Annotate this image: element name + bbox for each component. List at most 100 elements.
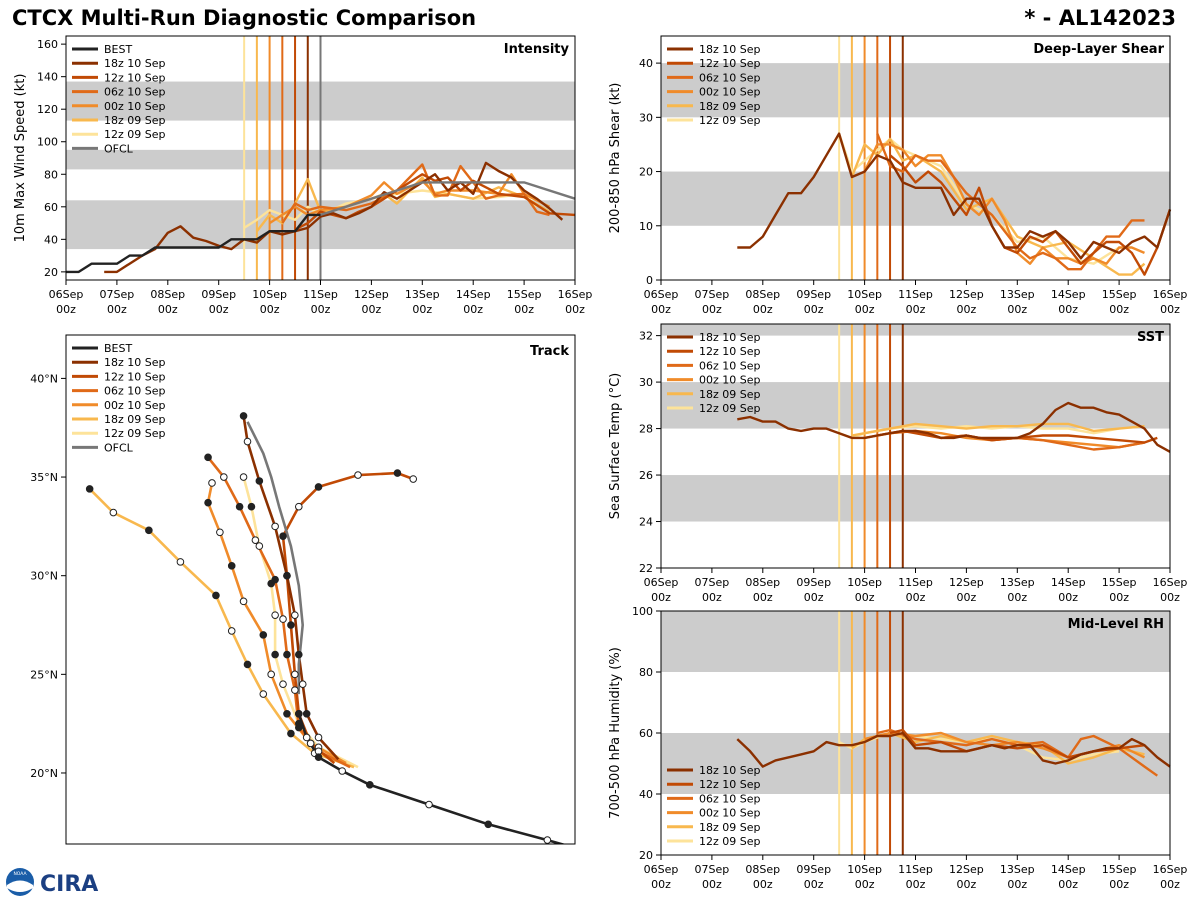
- track-point-00z-10-sep: [208, 479, 216, 487]
- x-tick-label-date: 08Sep: [745, 863, 780, 876]
- y-tick-label: 32: [639, 330, 653, 343]
- x-tick-label-hour: 00z: [1109, 878, 1129, 891]
- x-tick-label-hour: 00z: [1007, 878, 1027, 891]
- track-point-06z-10-sep: [220, 473, 228, 481]
- legend-label-00z-10-sep: 00z 10 Sep: [699, 807, 761, 820]
- x-tick-label-date: 08Sep: [150, 288, 185, 301]
- legend-label-best: BEST: [104, 342, 132, 355]
- x-tick-label-hour: 00z: [158, 303, 178, 316]
- x-tick-label-date: 11Sep: [303, 288, 338, 301]
- series-18z-10-sep: [737, 401, 1171, 453]
- legend-label-18z-09-sep: 18z 09 Sep: [104, 114, 166, 127]
- legend-label-18z-09-sep: 18z 09 Sep: [699, 388, 761, 401]
- track-point-06z-10-sep: [279, 615, 287, 623]
- x-tick-label-date: 11Sep: [898, 576, 933, 589]
- x-tick-label-hour: 00z: [957, 303, 977, 316]
- legend-label-12z-09-sep: 12z 09 Sep: [104, 128, 166, 141]
- rh-panel: 20 40 60 80 100 06Sep 00z 07Sep 00z 08Sep 00z 09Sep…: [608, 605, 1187, 891]
- y-axis-label: Sea Surface Temp (°C): [608, 373, 623, 520]
- x-tick-label-hour: 00z: [702, 591, 722, 604]
- x-tick-label-date: 15Sep: [1102, 863, 1137, 876]
- y-tick-label: 40: [639, 57, 653, 70]
- shaded-band-1: [661, 63, 1170, 118]
- x-tick-label-date: 09Sep: [796, 863, 831, 876]
- lat-tick-label: 25°N: [30, 668, 58, 681]
- x-tick-label-date: 08Sep: [745, 288, 780, 301]
- y-tick-label: 120: [37, 103, 58, 116]
- x-tick-label-date: 13Sep: [1000, 863, 1035, 876]
- shaded-band-2: [661, 324, 1170, 336]
- panel-title: Mid-Level RH: [1068, 617, 1164, 632]
- x-tick-label-date: 10Sep: [847, 863, 882, 876]
- track-point-18z-09-sep: [227, 627, 236, 635]
- track-point-12z-10-sep: [314, 483, 323, 491]
- x-tick-label-date: 16Sep: [558, 288, 593, 301]
- x-tick-label-date: 07Sep: [695, 576, 730, 589]
- track-point-18z-09-sep: [109, 508, 118, 517]
- lat-tick-label: 30°N: [30, 570, 58, 583]
- main-title: CTCX Multi-Run Diagnostic Comparison: [12, 6, 477, 30]
- noaa-agency-label: NOAA: [13, 871, 27, 877]
- x-tick-label-date: 07Sep: [695, 288, 730, 301]
- shaded-band-1: [661, 611, 1170, 672]
- x-tick-label-date: 09Sep: [796, 576, 831, 589]
- x-tick-label-date: 15Sep: [1102, 576, 1137, 589]
- series-18z-10-sep: [104, 161, 564, 274]
- x-tick-label-hour: 00z: [855, 591, 875, 604]
- y-tick-label: 20: [639, 849, 653, 862]
- track-point-12z-09-sep: [271, 650, 279, 659]
- y-tick-label: 28: [639, 423, 653, 436]
- track-point-06z-10-sep: [283, 650, 291, 659]
- series-12z-10-sep: [889, 154, 1172, 276]
- track-point-best: [425, 800, 433, 809]
- y-tick-label: 0: [646, 274, 653, 287]
- track-point-best: [314, 753, 323, 761]
- x-tick-label-date: 16Sep: [1153, 288, 1188, 301]
- legend-label-12z-09-sep: 12z 09 Sep: [699, 402, 761, 415]
- x-tick-label-date: 14Sep: [1051, 288, 1086, 301]
- track-point-18z-10-sep: [255, 477, 264, 485]
- series-18z-10-sep: [736, 731, 1171, 768]
- x-tick-label-hour: 00z: [1109, 591, 1129, 604]
- x-tick-label-hour: 00z: [311, 303, 331, 316]
- track-best: [297, 713, 566, 844]
- panel-title: Track: [530, 344, 569, 359]
- track-point-18z-10-sep: [271, 522, 279, 531]
- y-tick-label: 10: [639, 220, 653, 233]
- y-tick-label: 20: [639, 166, 653, 179]
- x-tick-label-date: 10Sep: [847, 576, 882, 589]
- legend-label-12z-09-sep: 12z 09 Sep: [699, 835, 761, 848]
- storm-id: * - AL142023: [1024, 6, 1176, 30]
- track-point-06z-10-sep: [291, 686, 299, 694]
- x-tick-label-hour: 00z: [1058, 591, 1078, 604]
- x-tick-label-hour: 00z: [362, 303, 382, 316]
- legend-label-ofcl: OFCL: [104, 142, 134, 155]
- legend-label-18z-10-sep: 18z 10 Sep: [104, 356, 166, 369]
- track-point-18z-10-sep: [243, 437, 252, 446]
- x-tick-label-hour: 00z: [957, 878, 977, 891]
- track-point-12z-09-sep: [279, 680, 287, 688]
- x-tick-label-date: 10Sep: [252, 288, 287, 301]
- track-point-best: [294, 709, 303, 718]
- y-tick-label: 100: [37, 136, 58, 149]
- track-point-06z-10-sep: [251, 536, 260, 544]
- legend-label-12z-09-sep: 12z 09 Sep: [104, 427, 166, 440]
- track-point-18z-09-sep: [145, 526, 153, 535]
- legend-label-06z-10-sep: 06z 10 Sep: [699, 792, 761, 805]
- track-point-12z-10-sep: [279, 532, 287, 541]
- x-tick-label-hour: 00z: [651, 591, 671, 604]
- track-point-18z-09-sep: [212, 591, 220, 600]
- track-point-12z-09-sep: [247, 502, 256, 511]
- x-tick-label-hour: 00z: [753, 591, 773, 604]
- x-tick-label-hour: 00z: [56, 303, 76, 316]
- track-point-best: [543, 836, 552, 844]
- x-tick-label-hour: 00z: [1160, 878, 1180, 891]
- x-tick-label-date: 09Sep: [201, 288, 236, 301]
- lat-tick-label: 40°N: [30, 372, 58, 385]
- y-tick-label: 100: [632, 605, 653, 618]
- x-tick-label-date: 09Sep: [796, 288, 831, 301]
- x-tick-label-date: 12Sep: [949, 288, 984, 301]
- series-06z-10-sep: [876, 133, 1145, 271]
- x-tick-label-hour: 00z: [1160, 591, 1180, 604]
